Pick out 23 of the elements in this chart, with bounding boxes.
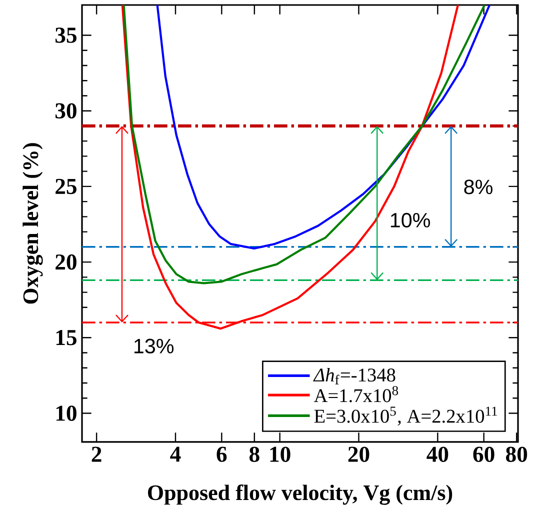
annotation: 13% <box>134 338 174 354</box>
annotation: 8% <box>464 180 492 194</box>
legend-label: E=3.0x10$^{5}$, A=2.2x10$^{11}$ <box>314 406 497 426</box>
x-tick-label: 8 <box>250 446 260 462</box>
x-tick-label: 80 <box>506 446 528 462</box>
y-tick-label: 25 <box>56 178 76 194</box>
x-tick-label: 20 <box>348 446 370 462</box>
x-tick-label: 40 <box>426 446 448 462</box>
x-tick-label: 6 <box>216 446 227 462</box>
legend-label: Δh$_{f}$=-1348 <box>313 368 396 384</box>
y-tick-label: 20 <box>56 254 76 270</box>
x-tick-label: 2 <box>92 446 102 462</box>
y-tick-label: 10 <box>56 406 76 421</box>
annotation: 10% <box>390 212 430 228</box>
x-tick-label: 4 <box>170 446 181 462</box>
x-axis-title: Opposed flow velocity, Vg (cm/s) <box>148 484 452 505</box>
legend-label: A=1.7x10$^{8}$ <box>314 386 398 402</box>
y-tick-label: 15 <box>56 330 76 346</box>
x-tick-label: 10 <box>270 446 290 462</box>
y-tick-label: 30 <box>55 103 76 118</box>
y-tick-label: 35 <box>55 28 76 43</box>
x-tick-label: 60 <box>473 446 494 462</box>
y-axis-title: Oxygen level (%) <box>22 143 43 304</box>
